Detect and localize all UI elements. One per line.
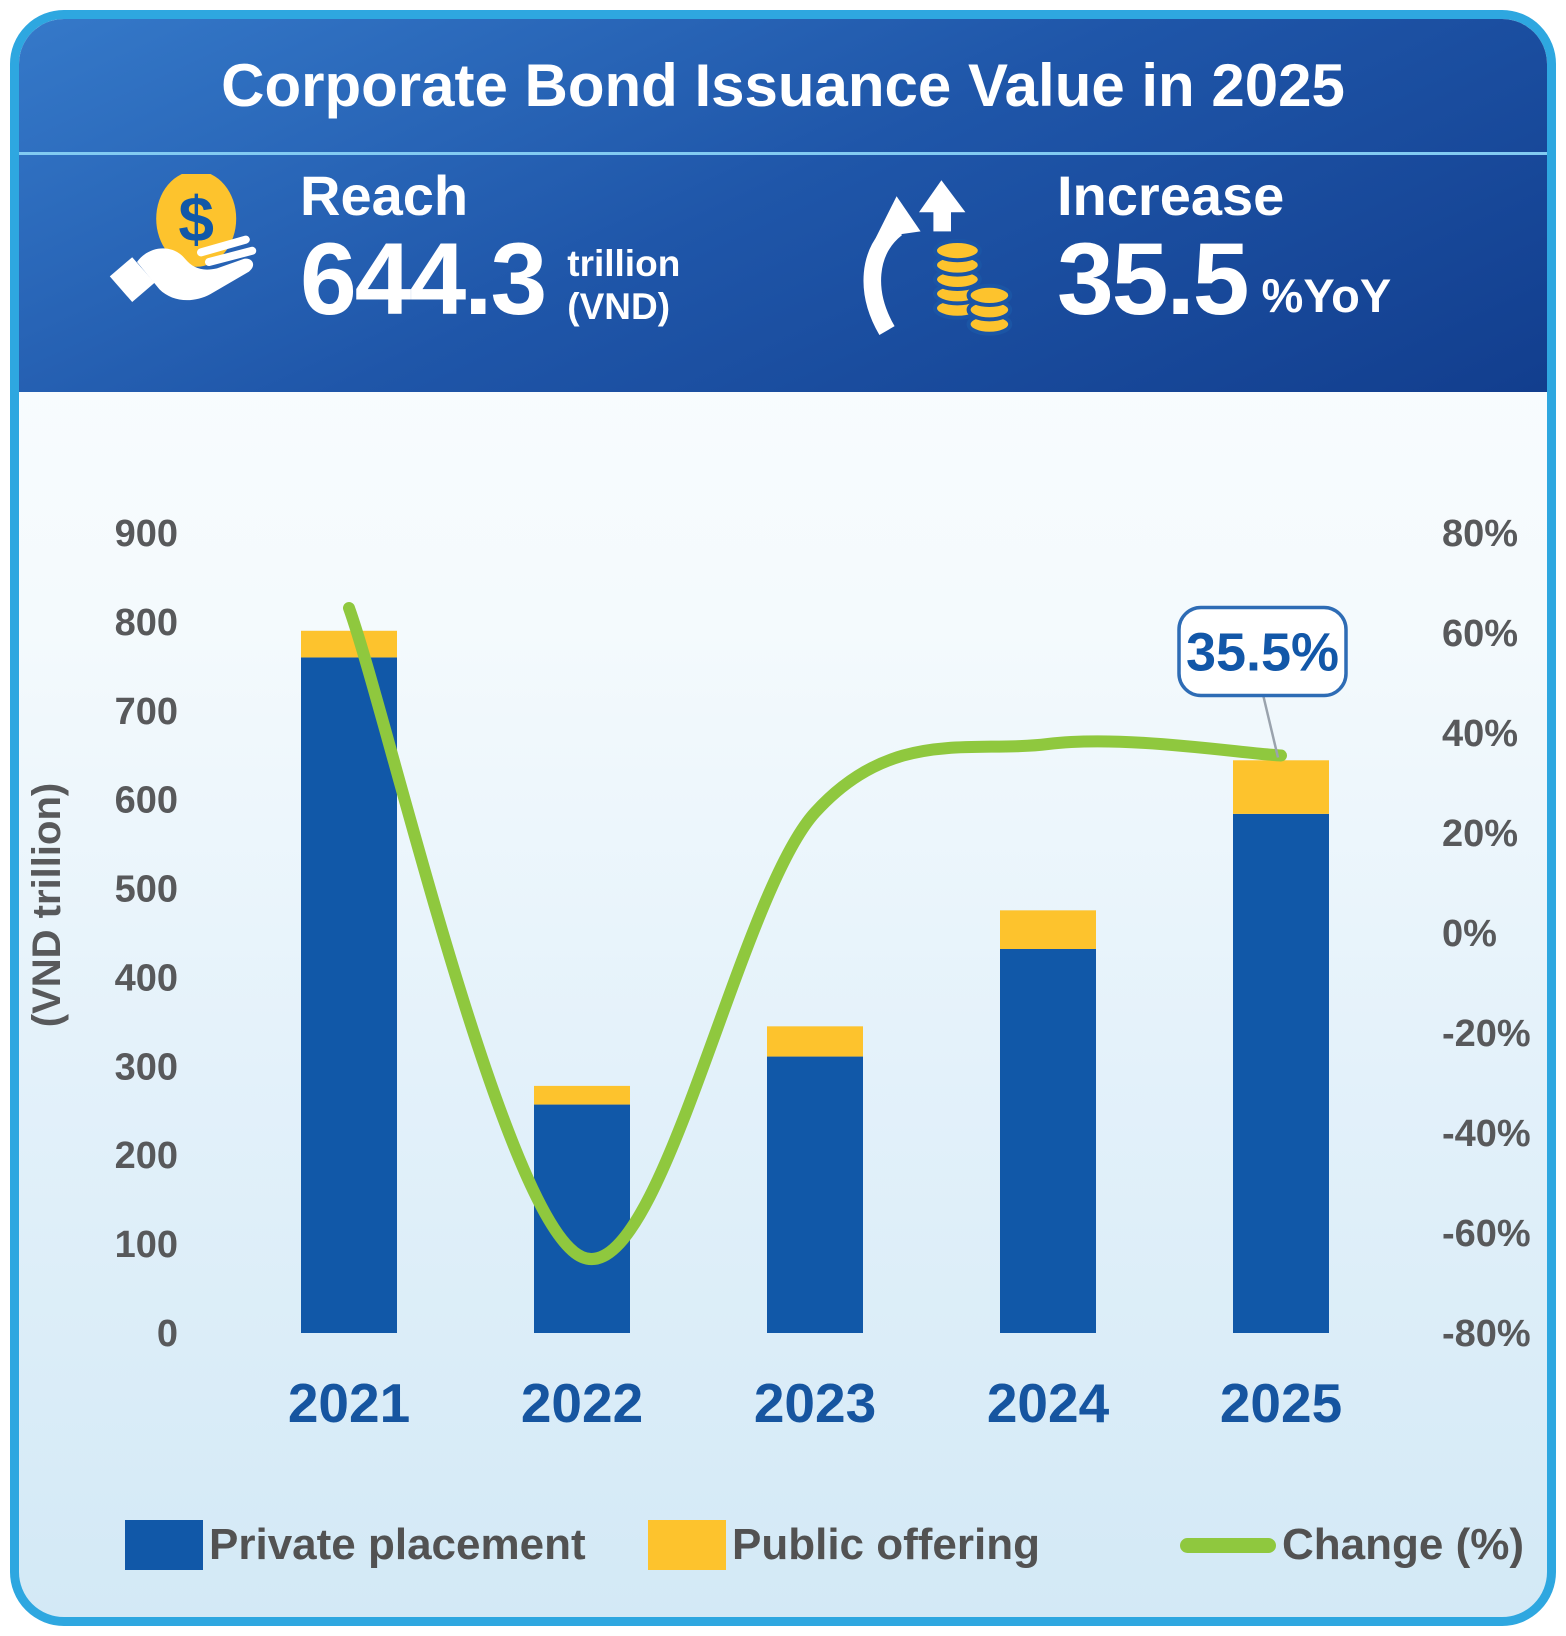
stat-reach-value: 644.3 <box>300 221 547 336</box>
header: Corporate Bond Issuance Value in 2025 $ <box>19 19 1547 392</box>
private-placement-swatch <box>125 1520 203 1570</box>
stat-increase-value: 35.5 <box>1057 221 1250 336</box>
stats-row: $ Reach 644.3 trillion <box>19 155 1547 392</box>
right-axis-tick: 80% <box>1442 513 1518 555</box>
stat-increase-unit: %YoY <box>1261 269 1392 323</box>
stat-reach: Reach 644.3 trillion (VND) <box>300 164 681 336</box>
stat-reach-label: Reach <box>300 164 469 227</box>
bar-public-2025 <box>1233 760 1329 814</box>
combo-chart: (VND trillion) 0 100 200 300 400 500 600 700 800 9… <box>25 513 1531 1434</box>
callout-box <box>1177 605 1348 698</box>
left-axis-tick: 900 <box>115 513 178 555</box>
left-axis-tick: 700 <box>115 691 178 733</box>
x-axis-label-2025: 2025 <box>1220 1372 1342 1434</box>
right-axis-tick: -20% <box>1442 1013 1531 1055</box>
public-offering-swatch <box>648 1520 726 1570</box>
bar-private-2023 <box>767 1056 863 1333</box>
left-axis-tick: 800 <box>115 602 178 644</box>
bar-private-2025 <box>1233 813 1329 1333</box>
bar-public-2023 <box>767 1026 863 1057</box>
stat-increase-label: Increase <box>1057 164 1285 227</box>
infographic-card: Corporate Bond Issuance Value in 2025 $ <box>10 10 1556 1626</box>
right-axis-tick: -40% <box>1442 1113 1531 1155</box>
x-axis-label-2021: 2021 <box>288 1372 410 1434</box>
page-title: Corporate Bond Issuance Value in 2025 <box>221 52 1345 119</box>
x-axis-label-2022: 2022 <box>521 1372 643 1434</box>
right-axis-tick: 0% <box>1442 913 1497 955</box>
right-axis-tick: 20% <box>1442 813 1518 855</box>
bar-public-2021 <box>301 630 397 658</box>
right-axis-tick: -60% <box>1442 1213 1531 1255</box>
arrows-up-coins-icon <box>855 177 1015 337</box>
bar-private-2021 <box>301 657 397 1333</box>
legend-item-private-placement: Private placement <box>125 1519 586 1571</box>
left-axis-tick: 600 <box>115 780 178 822</box>
legend-item-public-offering: Public offering <box>648 1519 1040 1571</box>
left-axis-tick: 400 <box>115 957 178 999</box>
stat-reach-units: trillion (VND) <box>567 243 681 327</box>
left-axis-title: (VND trillion) <box>25 783 69 1027</box>
svg-text:$: $ <box>178 183 214 255</box>
right-axis-tick: -80% <box>1442 1313 1531 1355</box>
legend-item-change: Change (%) <box>1180 1519 1524 1571</box>
title-band: Corporate Bond Issuance Value in 2025 <box>19 19 1547 155</box>
hand-coin-icon: $ <box>105 170 265 334</box>
left-axis-tick: 200 <box>115 1135 178 1177</box>
right-axis-tick: 40% <box>1442 713 1518 755</box>
right-axis-tick: 60% <box>1442 613 1518 655</box>
left-axis-tick: 0 <box>157 1313 178 1355</box>
change-line-swatch <box>1180 1537 1276 1553</box>
callout-leader-line <box>1261 694 1280 758</box>
bar-public-2022 <box>534 1085 630 1105</box>
x-axis-label-2023: 2023 <box>754 1372 876 1434</box>
left-axis-tick: 500 <box>115 869 178 911</box>
callout-value: 35.5% <box>1186 623 1339 683</box>
left-axis-tick: 100 <box>115 1224 178 1266</box>
left-axis-tick: 300 <box>115 1046 178 1088</box>
x-axis-label-2024: 2024 <box>987 1372 1110 1434</box>
bar-private-2024 <box>1000 949 1096 1333</box>
bar-public-2024 <box>1000 910 1096 949</box>
stat-increase: Increase 35.5 %YoY <box>1057 164 1392 336</box>
change-line <box>343 602 1287 1265</box>
